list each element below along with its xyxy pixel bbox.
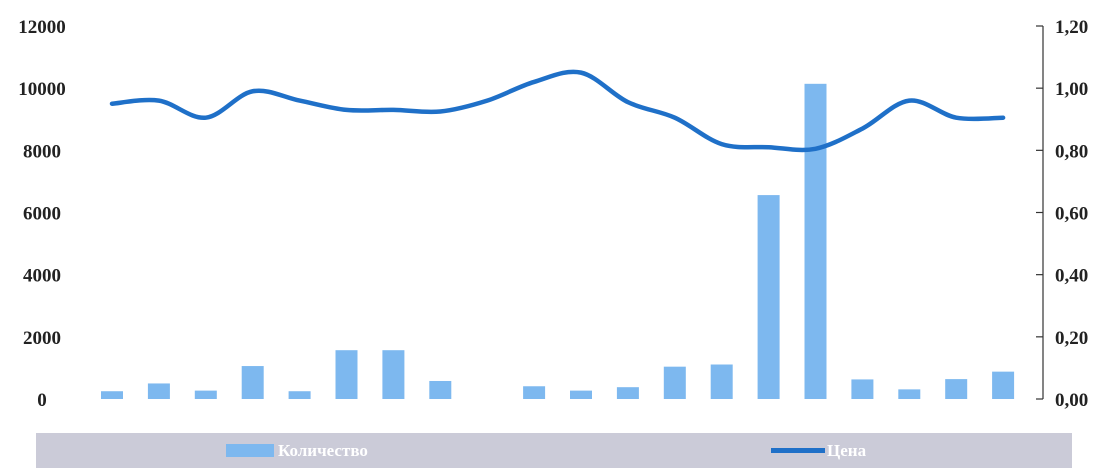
price-line <box>109 69 1006 153</box>
bar <box>523 386 546 399</box>
bar <box>663 366 686 399</box>
bar <box>101 391 123 399</box>
legend-bar-label: Количество <box>278 440 368 460</box>
bar <box>616 387 639 399</box>
bar <box>757 195 780 399</box>
left-axis: 0 2000 4000 6000 8000 10000 12000 <box>18 17 66 411</box>
bar <box>570 390 592 399</box>
left-tick-label: 0 <box>37 390 47 411</box>
left-tick-label: 4000 <box>23 266 61 287</box>
bar-series <box>101 83 1015 399</box>
left-tick-label: 10000 <box>18 79 66 100</box>
legend-line-swatch <box>771 448 825 453</box>
bar <box>335 350 358 399</box>
right-tick-label: 1,00 <box>1055 79 1088 100</box>
legend-bar-swatch <box>226 444 274 457</box>
right-tick-label: 1,20 <box>1055 17 1088 38</box>
legend-item-bar: Количество <box>226 433 368 468</box>
bar <box>992 371 1015 399</box>
right-tick-label: 0,20 <box>1055 328 1088 349</box>
left-tick-label: 8000 <box>23 141 61 162</box>
bar <box>898 389 921 399</box>
bar <box>147 383 170 399</box>
bar <box>241 366 264 399</box>
bar <box>945 379 968 399</box>
bar <box>804 83 827 399</box>
chart-plot: 0 2000 4000 6000 8000 10000 12000 0,00 0,20 0,40… <box>18 17 1088 411</box>
right-axis: 0,00 0,20 0,40 0,60 0,80 1,00 1,20 <box>1036 17 1088 411</box>
right-tick-label: 0,40 <box>1055 266 1088 287</box>
bar <box>429 380 452 399</box>
line-series <box>109 69 1006 153</box>
bar <box>382 350 405 399</box>
bar <box>710 364 733 399</box>
legend: Количество Цена <box>36 433 1072 468</box>
bar <box>194 390 217 399</box>
right-tick-label: 0,60 <box>1055 204 1088 225</box>
right-tick-label: 0,00 <box>1055 390 1088 411</box>
bar <box>288 391 311 399</box>
legend-item-line: Цена <box>771 433 866 468</box>
left-tick-label: 6000 <box>23 204 61 225</box>
left-tick-label: 12000 <box>18 17 66 38</box>
right-tick-label: 0,80 <box>1055 141 1088 162</box>
legend-line-label: Цена <box>827 440 867 460</box>
bar <box>851 379 874 399</box>
left-tick-label: 2000 <box>23 328 61 349</box>
